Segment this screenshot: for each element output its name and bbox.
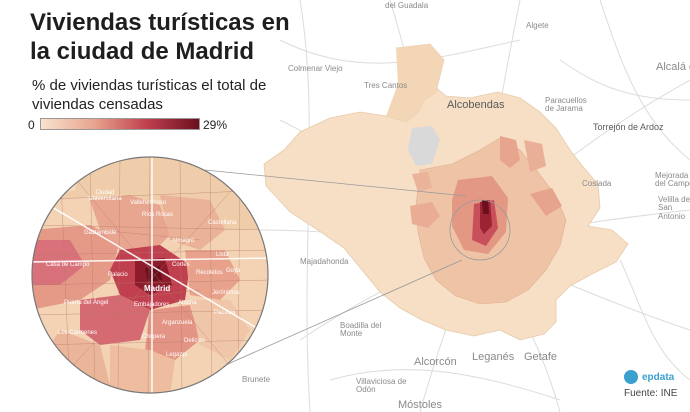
inset-zone-label: Ciudad Universitaria <box>88 190 122 203</box>
place-label: Velilla de San Antonio <box>658 195 690 221</box>
page-subtitle: % de viviendas turísticas el total de vi… <box>32 77 267 113</box>
place-label: Paracuellos de Jarama <box>545 96 587 114</box>
legend-color-scale <box>40 118 200 130</box>
place-label: del Guadala <box>385 1 429 10</box>
inset-zone-label: Puerta del Ángel <box>64 300 109 306</box>
place-label: Majadahonda <box>300 257 349 266</box>
zoom-target-ring <box>449 199 511 261</box>
place-label: Colmenar Viejo <box>288 64 343 73</box>
inset-zone-label: Pacífico <box>214 310 236 316</box>
inset-zone-label: Lista <box>216 252 229 258</box>
inset-border <box>31 156 269 394</box>
inset-zone-label: Los Cármenes <box>58 330 98 336</box>
source-note: Fuente: INE <box>624 388 678 399</box>
place-label: Getafe <box>524 351 558 363</box>
inset-center-label: Madrid <box>144 284 171 293</box>
place-label: Torrejón de Ardoz <box>593 122 664 132</box>
inset-zone-label: Vallehermoso <box>130 200 167 206</box>
inset-zone-label: Legazpi <box>166 352 188 358</box>
inset-zone-label: Cortes <box>172 262 190 268</box>
place-label: Boadilla del Monte <box>340 321 382 339</box>
inset-zone-label: Ríos Rosas <box>142 212 174 218</box>
inset-zone-label: Jerónimos <box>212 290 240 296</box>
inset-zone-label: Atocha <box>178 300 197 306</box>
legend-min-label: 0 <box>28 118 35 132</box>
brand-logo: epdata <box>624 370 674 384</box>
inset-zone-label: Palacio <box>108 272 128 278</box>
inset-zone-label: Goya <box>226 268 241 274</box>
inset-zone-label: Arganzuela <box>162 320 193 326</box>
inset-zone-label: Recoletos <box>196 270 223 276</box>
inset-zone-label: Casa de Campo <box>46 262 90 268</box>
place-label: Alcobendas <box>447 99 505 111</box>
page-title: Viviendas turísticas en la ciudad de Mad… <box>30 9 290 65</box>
place-label: Coslada <box>582 179 612 188</box>
epdata-logo-icon <box>624 370 638 384</box>
place-label: Móstoles <box>398 399 443 411</box>
inset-zone-label: Delicias <box>184 338 206 344</box>
inset-zone-label: Chopera <box>142 334 166 340</box>
inset-zone-label: Gaztambide <box>84 230 117 236</box>
place-label: Leganés <box>472 351 515 363</box>
zoom-connectors <box>204 169 467 373</box>
place-label: Tres Cantos <box>364 81 408 90</box>
place-label: Alcalá de <box>656 61 690 73</box>
madrid-municipality <box>263 43 629 341</box>
brand-name: epdata <box>642 371 675 383</box>
inset-zone-label: Embajadores <box>134 302 170 308</box>
place-label: Alcorcón <box>414 356 457 368</box>
inset-zone-label: Castellana <box>208 220 237 226</box>
place-label: Algete <box>526 21 549 30</box>
legend-max-label: 29% <box>203 118 228 132</box>
place-label: Villaviciosa de Odón <box>356 377 407 395</box>
inset-zone-label: Almagro <box>172 238 195 244</box>
place-label: Mejorada del Campo <box>655 171 690 189</box>
place-label: Brunete <box>242 375 271 384</box>
